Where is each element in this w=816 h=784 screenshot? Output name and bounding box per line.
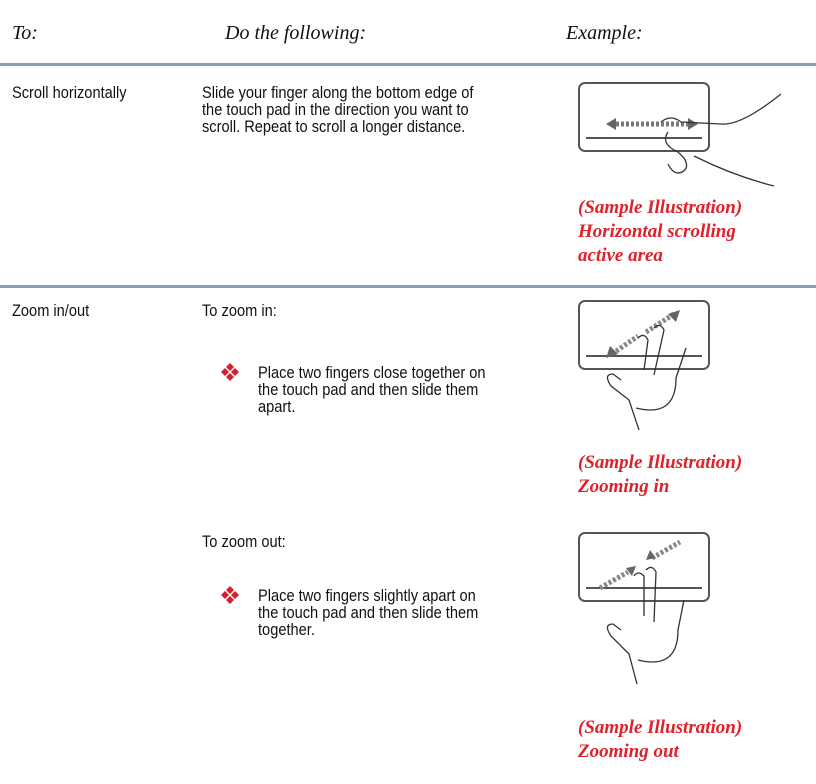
caption-line: Horizontal scrolling xyxy=(578,221,736,242)
caption-line: Zooming out xyxy=(578,741,679,762)
header-example: Example: xyxy=(566,22,643,44)
bullet-line: apart. xyxy=(258,397,296,416)
description-line: scroll. Repeat to scroll a longer distan… xyxy=(202,117,466,136)
header-to: To: xyxy=(12,22,38,44)
bullet-icon xyxy=(221,586,239,604)
header-do: Do the following: xyxy=(225,22,367,44)
bullet-line: together. xyxy=(258,620,315,639)
bullet-line: the touch pad and then slide them xyxy=(258,603,479,622)
caption-line: Zooming in xyxy=(578,476,670,497)
bullet-icon xyxy=(221,363,239,381)
illustration xyxy=(578,82,782,187)
rule xyxy=(0,285,816,288)
illustration xyxy=(578,300,710,431)
caption-line: (Sample Illustration) xyxy=(578,197,743,218)
step-heading: To zoom in: xyxy=(202,301,277,320)
caption-line: active area xyxy=(578,245,663,266)
caption-line: (Sample Illustration) xyxy=(578,452,743,473)
caption-line: (Sample Illustration) xyxy=(578,717,743,738)
bullet-line: the touch pad and then slide them xyxy=(258,380,479,399)
bullet-line: Place two fingers slightly apart on xyxy=(258,586,476,605)
step-heading: To zoom out: xyxy=(202,532,286,551)
description-line: Slide your finger along the bottom edge … xyxy=(202,83,474,102)
illustration xyxy=(578,532,710,685)
action: Zoom in/out xyxy=(12,301,90,320)
action: Scroll horizontally xyxy=(12,83,127,102)
description-line: the touch pad in the direction you want … xyxy=(202,100,469,119)
rule xyxy=(0,63,816,66)
bullet-line: Place two fingers close together on xyxy=(258,363,486,382)
